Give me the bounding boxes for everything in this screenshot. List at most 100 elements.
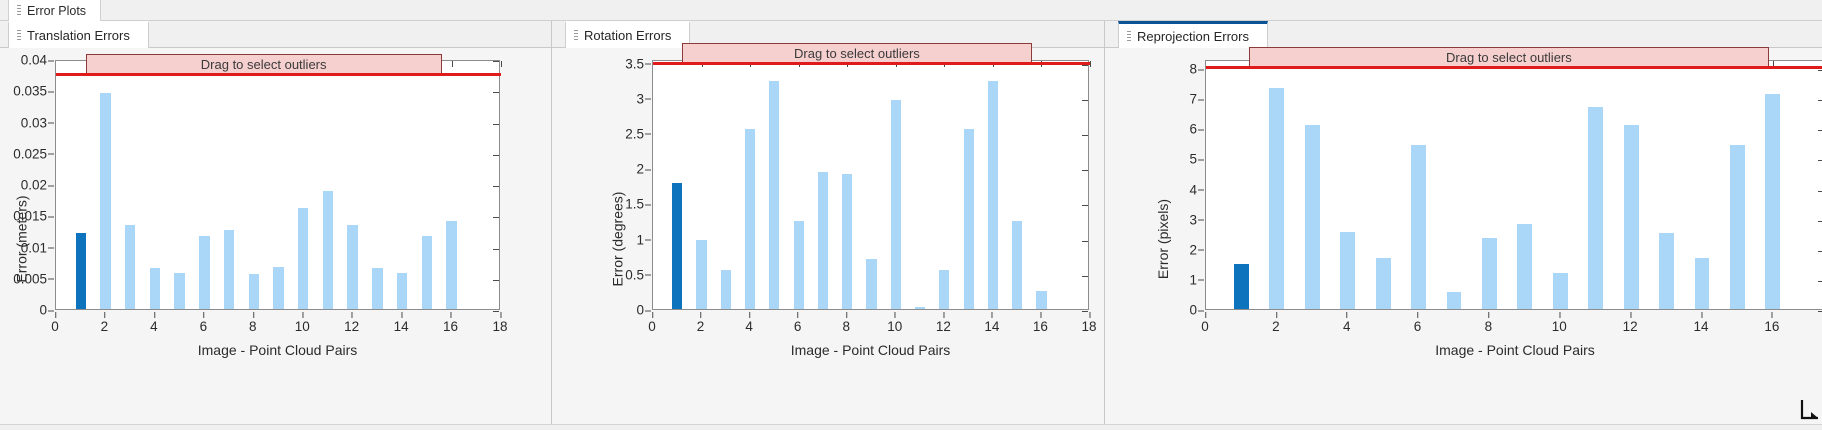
plot-area[interactable]: Drag to select outliers — [1205, 47, 1822, 312]
bar[interactable] — [124, 224, 136, 309]
tab-rotation-errors[interactable]: Rotation Errors — [565, 21, 691, 48]
bar[interactable] — [174, 272, 185, 309]
x-tick-label: 8 — [249, 312, 257, 334]
bar[interactable] — [199, 235, 210, 309]
bar[interactable] — [149, 267, 161, 309]
outlier-band-label: Drag to select outliers — [200, 56, 327, 72]
x-tick-label: 10 — [1551, 312, 1567, 334]
bar[interactable] — [1304, 125, 1320, 309]
right-axis-tick — [493, 217, 499, 219]
bar[interactable] — [1623, 125, 1639, 309]
bar[interactable] — [1481, 238, 1497, 309]
x-tick-label: 0 — [51, 312, 59, 334]
bar[interactable] — [1446, 292, 1462, 309]
bar[interactable] — [100, 92, 111, 309]
bar[interactable] — [223, 229, 235, 309]
outlier-band-label: Drag to select outliers — [1446, 50, 1572, 66]
bar[interactable] — [396, 272, 408, 309]
document-tabstrip: Error Plots — [0, 0, 1822, 21]
top-axis-tick — [501, 61, 502, 67]
bar[interactable] — [890, 99, 901, 309]
bar[interactable] — [1233, 263, 1249, 309]
x-tick-label: 2 — [696, 312, 705, 334]
right-axis-tick — [1818, 190, 1822, 192]
bar[interactable] — [769, 80, 780, 309]
outlier-selection-band[interactable]: Drag to select outliers — [682, 43, 1032, 65]
y-tick-label: 0.5 — [625, 267, 651, 283]
x-tick-label: 8 — [842, 312, 850, 334]
bar[interactable] — [1517, 223, 1533, 309]
bar[interactable] — [987, 80, 998, 309]
tab-reprojection-errors[interactable]: Reprojection Errors — [1118, 21, 1268, 48]
bar[interactable] — [1269, 87, 1285, 309]
right-axis-tick — [493, 186, 499, 187]
x-tick-label: 18 — [492, 312, 508, 334]
bar[interactable] — [1340, 232, 1356, 309]
bar[interactable] — [347, 224, 358, 309]
pane-3-tabstrip: Reprojection Errors — [1105, 21, 1822, 48]
right-axis-tick — [1818, 70, 1822, 72]
x-axis-label: Image - Point Cloud Pairs — [790, 342, 951, 358]
bar[interactable] — [793, 220, 804, 309]
document-tab-label: Error Plots — [27, 3, 87, 18]
x-tick-label: 18 — [1081, 312, 1097, 334]
threshold-line[interactable] — [56, 72, 501, 76]
bar[interactable] — [1659, 233, 1674, 309]
figure-rotation-errors: Error (degrees) 0 0.5 1 1.5 2 2.5 3 3.5 Drag to… — [552, 43, 1104, 430]
x-tick-label: 0 — [1201, 312, 1209, 334]
bar[interactable] — [1694, 258, 1710, 309]
bar[interactable] — [817, 171, 829, 309]
x-tick-label: 16 — [443, 312, 459, 334]
bar[interactable] — [696, 240, 707, 309]
bar[interactable] — [745, 128, 756, 309]
bar[interactable] — [914, 306, 926, 309]
y-tick-label: 0.02 — [20, 177, 55, 193]
y-tick-label: 3 — [636, 91, 651, 107]
tab-translation-errors[interactable]: Translation Errors — [8, 21, 149, 48]
bar[interactable] — [672, 182, 683, 309]
figure-translation-errors: Error (meters) 0 0.005 0.01 0.015 0.02 0.025 0… — [0, 48, 551, 430]
bar[interactable] — [273, 267, 284, 309]
right-axis-tick — [1818, 160, 1822, 162]
plot-area[interactable]: Drag to select outliers — [55, 53, 502, 312]
document-tab-error-plots[interactable]: Error Plots — [8, 0, 102, 21]
bar[interactable] — [866, 259, 877, 309]
bar[interactable] — [446, 220, 457, 309]
bar[interactable] — [1012, 220, 1023, 309]
outlier-band-label: Drag to select outliers — [794, 46, 920, 62]
bar[interactable] — [1729, 144, 1745, 309]
bar[interactable] — [963, 128, 974, 309]
bar[interactable] — [1552, 272, 1568, 309]
outlier-selection-band[interactable]: Drag to select outliers — [85, 53, 442, 75]
bar[interactable] — [1765, 93, 1781, 309]
outlier-selection-band[interactable]: Drag to select outliers — [1248, 47, 1770, 69]
bar[interactable] — [421, 235, 433, 309]
threshold-line[interactable] — [653, 62, 1090, 66]
x-tick-label: 10 — [294, 312, 310, 334]
y-tick-label: 8 — [1189, 61, 1204, 77]
tab-label: Rotation Errors — [584, 28, 672, 43]
bar[interactable] — [939, 269, 950, 309]
bar[interactable] — [842, 173, 853, 309]
x-tick-label: 6 — [199, 312, 208, 334]
bar[interactable] — [1411, 144, 1426, 309]
y-tick-label: 0 — [636, 302, 651, 318]
bar[interactable] — [372, 267, 383, 309]
right-axis-tick — [493, 61, 499, 62]
bar[interactable] — [1588, 107, 1604, 309]
bar[interactable] — [1375, 258, 1391, 309]
bar[interactable] — [720, 269, 731, 309]
x-tick-label: 4 — [150, 312, 158, 334]
right-axis-tick — [1818, 250, 1822, 252]
bar[interactable] — [298, 208, 309, 309]
bar[interactable] — [1036, 291, 1047, 309]
bar[interactable] — [248, 274, 259, 309]
bar[interactable] — [75, 233, 86, 309]
threshold-line[interactable] — [1206, 66, 1822, 70]
bar[interactable] — [322, 190, 334, 309]
y-tick-label: 6 — [1189, 121, 1204, 137]
plot-area[interactable]: Drag to select outliers — [652, 43, 1091, 312]
